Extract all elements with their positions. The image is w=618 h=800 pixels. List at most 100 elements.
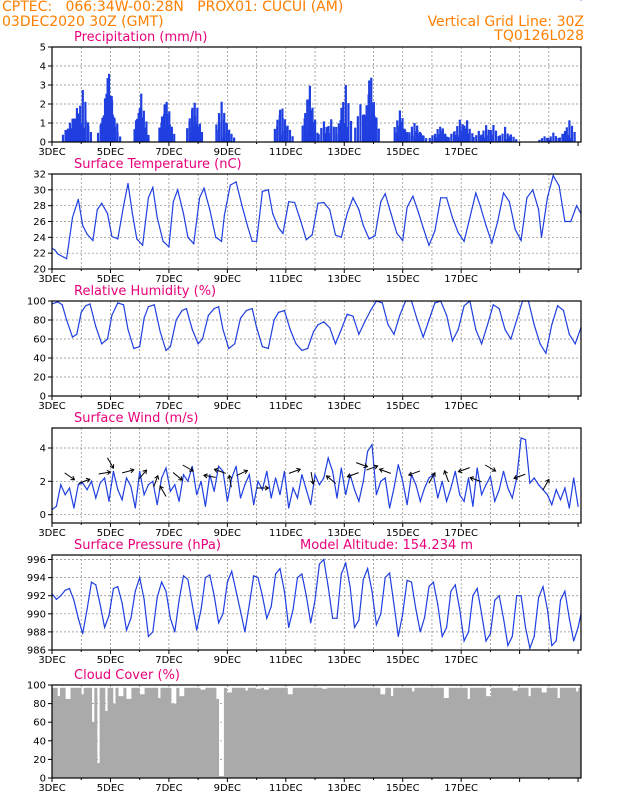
series-point <box>508 201 510 203</box>
series-point <box>57 253 59 255</box>
cloud-bar <box>350 687 354 778</box>
series-point <box>492 304 494 306</box>
cloud-bar <box>430 687 434 778</box>
ytick-label: 2 <box>40 100 46 111</box>
precip-bar <box>162 114 166 142</box>
series-point <box>295 343 297 345</box>
precip-bar <box>441 130 444 142</box>
series-point <box>283 470 285 472</box>
series-point <box>481 613 483 615</box>
series-point <box>99 604 101 606</box>
precip-bar <box>111 131 114 142</box>
precip-bar <box>543 136 546 142</box>
precip-bar <box>356 116 359 142</box>
series-point <box>489 475 491 477</box>
cloud-bar <box>282 687 286 778</box>
xtick-label: 9DEC <box>214 274 241 285</box>
precip-bar <box>414 138 417 142</box>
panel-frame <box>51 173 582 270</box>
cloud-bar <box>91 722 95 778</box>
series-point <box>441 635 443 638</box>
series-point <box>445 197 448 199</box>
precip-bar <box>489 129 492 142</box>
cloud-bar <box>308 687 312 778</box>
xtick-label: 3DEC <box>38 147 65 158</box>
precip-bar <box>498 135 502 142</box>
precip-bar <box>405 132 408 142</box>
xtick-label: 3DEC <box>38 655 65 666</box>
precip-bar <box>311 119 314 142</box>
precip-bar <box>403 128 406 142</box>
ytick-label: 40 <box>33 736 46 747</box>
series-point <box>388 572 391 574</box>
series-point <box>182 575 185 577</box>
cloud-bar <box>427 687 431 778</box>
cloud-bar <box>155 687 159 778</box>
series-point <box>362 224 364 227</box>
series-point <box>437 497 439 499</box>
series-point <box>172 201 174 203</box>
series-point <box>546 197 548 199</box>
series-point <box>239 317 242 319</box>
cloud-bar <box>327 687 331 778</box>
series-point <box>68 587 71 590</box>
series-point <box>457 328 459 331</box>
cloud-bar <box>268 687 272 778</box>
header-station-line: CPTEC: 066:34W-00:28N PROX01: CUCUI (AM) <box>2 0 344 15</box>
series-point <box>538 209 540 211</box>
ytick-label: 986 <box>27 646 46 657</box>
cloud-bar <box>178 696 183 778</box>
series-point <box>336 617 338 619</box>
series-point <box>217 622 220 624</box>
series-point <box>283 309 285 312</box>
cloud-bar <box>538 687 542 778</box>
xtick-label: 15DEC <box>386 401 420 412</box>
series-point <box>196 629 198 631</box>
series-point <box>77 198 79 200</box>
precip-bar <box>106 78 109 142</box>
cloud-bar <box>451 687 455 778</box>
series-point <box>112 470 114 472</box>
series-point <box>494 500 496 502</box>
cloud-bar <box>231 687 235 778</box>
precip-bar <box>70 128 73 142</box>
wind-arrow-shaft <box>78 478 90 484</box>
series-point <box>178 599 180 601</box>
wind-arrow-head <box>109 464 115 470</box>
series-line-pres <box>51 558 582 651</box>
xtick-label: 13DEC <box>327 274 361 285</box>
cloud-bar <box>435 687 439 778</box>
panel-precip <box>48 46 582 146</box>
series-point <box>174 631 176 633</box>
precip-bar <box>538 139 541 142</box>
precip-bar <box>301 125 304 142</box>
wind-arrow-head <box>106 469 112 476</box>
series-point <box>390 212 392 215</box>
ytick-label: 26 <box>33 217 46 228</box>
series-point <box>520 595 522 597</box>
series-point <box>197 343 199 345</box>
series-point <box>213 490 215 492</box>
series-point <box>191 604 193 606</box>
cloud-bar <box>194 687 198 778</box>
wind-arrow-shaft <box>288 468 301 474</box>
series-point <box>73 599 75 601</box>
cloud-bar <box>81 694 85 778</box>
precip-bar <box>332 126 335 142</box>
precip-bar <box>84 120 87 142</box>
precip-bar <box>105 123 108 142</box>
precip-bar <box>230 133 233 142</box>
series-point <box>542 586 544 588</box>
series-point <box>486 324 489 326</box>
series-point <box>136 238 138 240</box>
cloud-bar <box>356 687 360 778</box>
precip-bar <box>186 128 189 142</box>
series-point <box>274 477 277 479</box>
series-point <box>577 505 579 507</box>
cloud-bar <box>321 688 325 778</box>
cloud-bar <box>258 688 262 778</box>
series-point <box>346 313 348 315</box>
precip-bar <box>456 135 459 142</box>
cloud-bar <box>200 689 204 778</box>
precip-bar <box>375 120 378 142</box>
